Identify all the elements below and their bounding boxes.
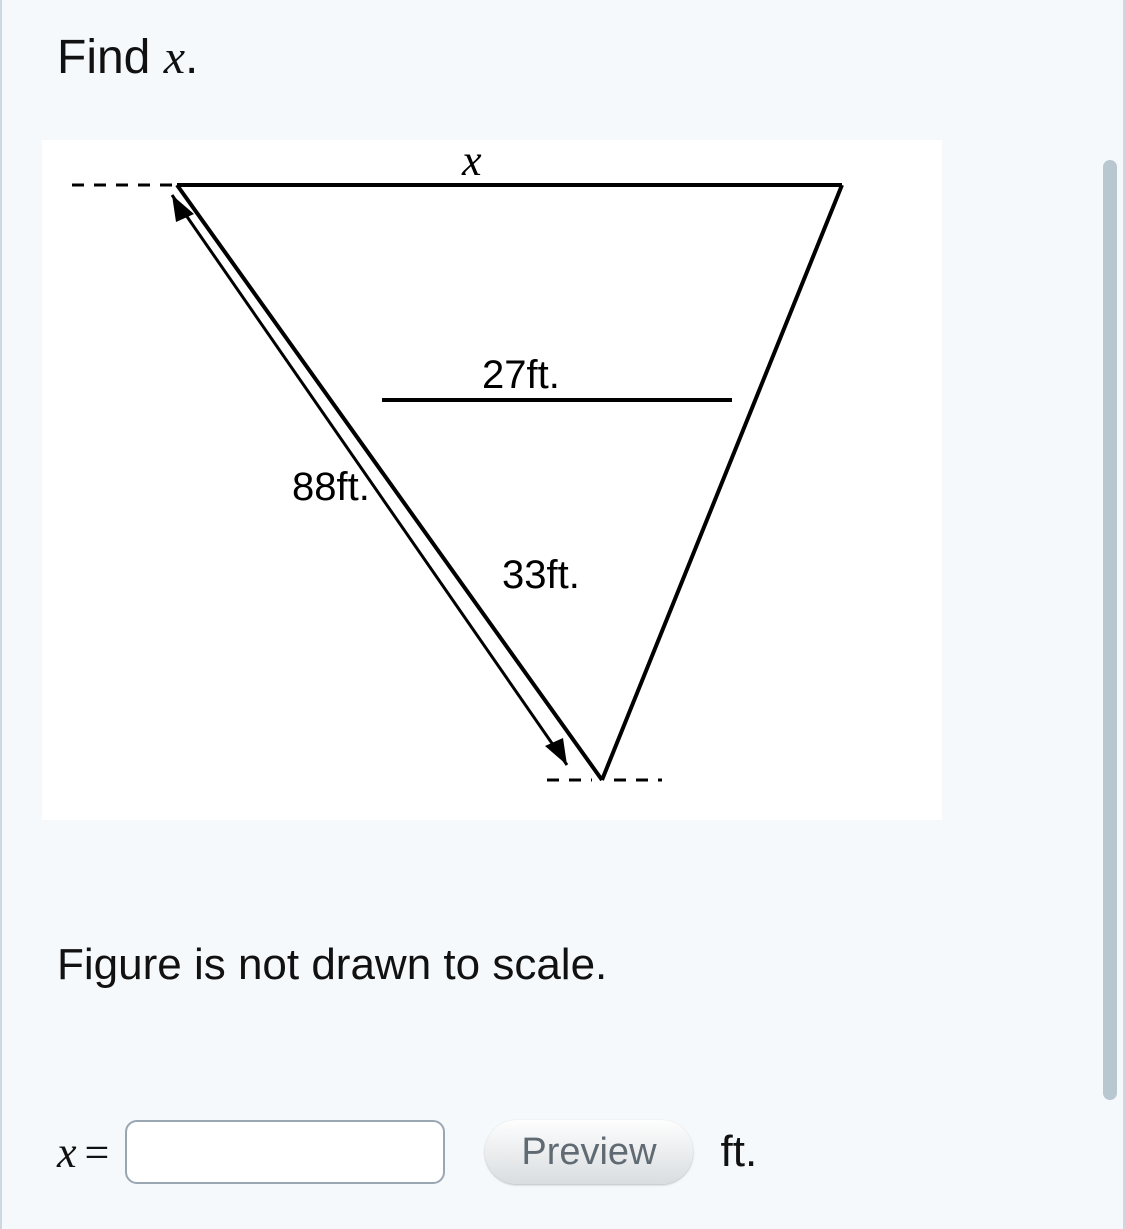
prompt-suffix: . <box>185 31 198 84</box>
answer-equals: = <box>85 1127 110 1178</box>
label-full-side: 88ft. <box>292 465 370 509</box>
answer-lhs-variable: x <box>57 1127 77 1178</box>
scrollbar-thumb[interactable] <box>1103 160 1117 1100</box>
prompt-variable: x <box>164 31 185 84</box>
triangle-side-left <box>177 185 602 780</box>
scale-note: Figure is not drawn to scale. <box>57 940 607 990</box>
prompt-text: Find x. <box>57 30 198 85</box>
answer-unit: ft. <box>721 1127 758 1177</box>
question-page: Find x. x 27ft. 33ft. <box>0 0 1125 1229</box>
arrowhead-bottom-icon <box>545 738 567 765</box>
triangle-side-right <box>602 185 842 780</box>
preview-button[interactable]: Preview <box>485 1120 692 1184</box>
label-midsegment: 27ft. <box>482 353 560 397</box>
figure-area: x 27ft. 33ft. 88ft. <box>42 140 942 820</box>
arrowhead-top-icon <box>172 195 194 222</box>
label-x: x <box>461 140 482 185</box>
answer-input[interactable] <box>125 1120 445 1184</box>
triangle-diagram: x 27ft. 33ft. 88ft. <box>42 140 942 820</box>
label-lower-side: 33ft. <box>502 553 580 597</box>
prompt-prefix: Find <box>57 31 164 84</box>
answer-row: x = Preview ft. <box>57 1120 757 1184</box>
